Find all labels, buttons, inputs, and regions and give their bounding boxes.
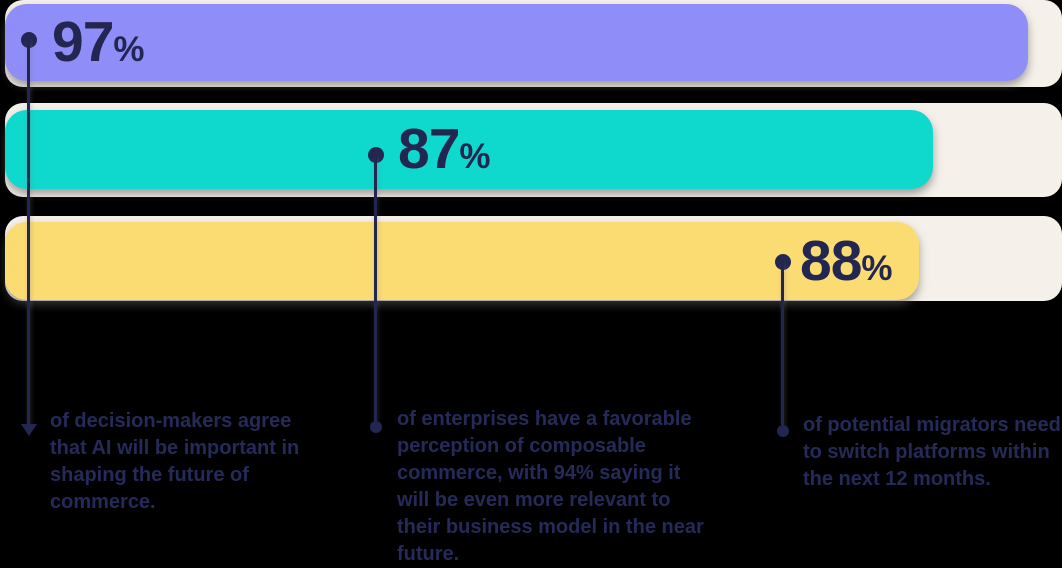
connector-end-dot (777, 425, 789, 437)
connector-line (27, 40, 30, 425)
percent-sign: % (459, 137, 491, 176)
bar-97-percent: 97% (5, 4, 1028, 81)
percent-sign: % (861, 248, 893, 288)
caption-decision-makers: of decision-makers agree that AI will be… (50, 410, 300, 513)
percent-sign: % (113, 30, 145, 69)
connector-line (374, 155, 377, 421)
percent-label: 87% (398, 117, 491, 181)
arrow-down-icon (21, 424, 37, 436)
connector-line (781, 262, 784, 425)
caption-migrators: of potential migrators need to switch pl… (803, 414, 1061, 490)
connector-end-dot (370, 421, 382, 433)
percent-label: 97% (52, 10, 145, 74)
percent-label: 88% (800, 228, 893, 293)
bar-87-percent: 87% (5, 110, 933, 189)
caption-enterprises: of enterprises have a favorable percepti… (397, 408, 704, 565)
bar-88-percent: 88% (5, 222, 919, 300)
